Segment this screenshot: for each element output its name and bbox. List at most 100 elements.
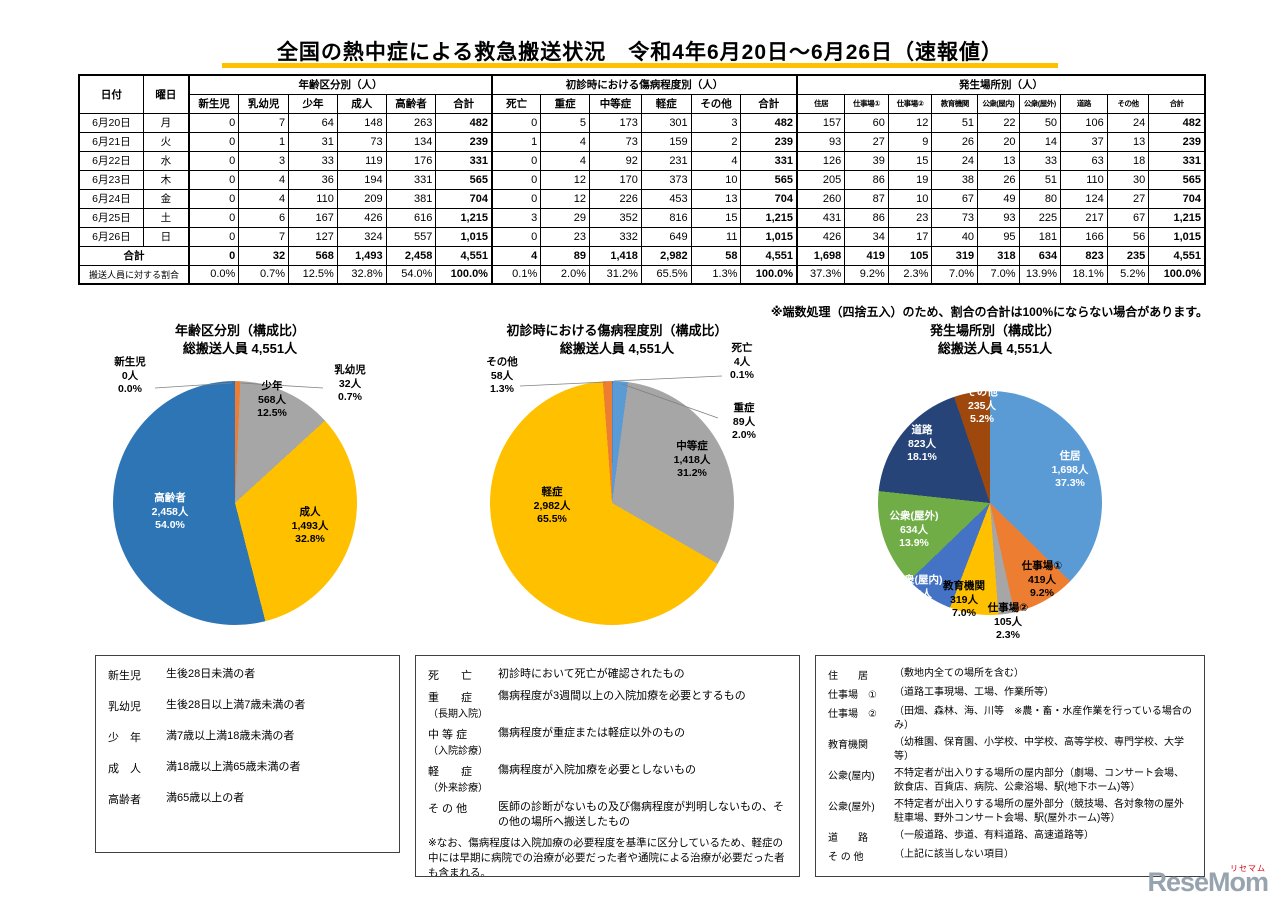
table-cell: 87 [844,188,889,209]
table-cell: 92 [589,150,642,171]
table-cell: 1,015 [740,226,798,247]
table-cell: 239 [740,131,798,152]
table-cell: 419 [844,245,889,266]
table-cell: 2.3% [887,264,933,285]
table-cell: 226 [589,188,642,209]
pie-slice-label: 少年 568人 12.5% [257,380,287,420]
table-cell: 13.9% [1018,264,1062,285]
table-cell: 5.2% [1106,264,1150,285]
table-cell: 634 [1018,245,1062,266]
table-cell: 205 [796,169,846,190]
header-date: 日付 [78,74,144,114]
table-cell: 0 [187,207,240,228]
table-cell: 352 [589,207,642,228]
table-cell: 209 [336,188,387,209]
table-cell: 木 [142,169,190,190]
chart-subtitle-line: 総搬送人員 4,551人 [559,340,675,356]
table-cell: 11 [690,226,742,247]
definition-row: 死 亡初診時において死亡が確認されたもの [428,668,685,682]
table-cell: 816 [640,207,692,228]
pie-slice-label: 住居 1,698人 37.3% [1051,450,1089,490]
table-cell: 土 [142,207,190,228]
column-header: 合計 [435,93,493,114]
table-row: 6月24日金 0 4 110 209 381 704 0 12 226 453 13 704 260 87 1… [78,188,1206,209]
pie-slice-label: 中等症 1,418人 31.2% [673,440,711,480]
table-cell: 167 [288,207,338,228]
table-cell: 1,215 [740,207,798,228]
definition-row: そ の 他医師の診断がないもの及び傷病程度が判明しないもの、その他の場所へ搬送し… [428,801,784,828]
table-cell: 100.0% [435,264,493,285]
table-cell: 0 [490,226,542,247]
table-cell: 14 [1018,131,1062,152]
table-cell: 3 [238,150,290,171]
table-cell: 134 [385,131,437,152]
table-cell: 100.0% [1148,264,1206,285]
table-cell: 181 [1018,226,1062,247]
table-cell: 月 [142,112,190,133]
table-cell: 0 [490,112,542,133]
definition-row: そ の 他（上記に該当しない項目） [828,849,1014,863]
table-cell: 73 [589,131,642,152]
pie-slice-label: 乳幼児 32人 0.7% [334,364,366,404]
table-cell: 331 [435,150,493,171]
table-cell: 4 [490,245,542,266]
title-underline [222,63,1058,68]
table-cell: 110 [288,188,338,209]
table-cell: 63 [1060,150,1108,171]
table-cell: 7 [238,226,290,247]
table-row: 6月23日木 0 4 36 194 331 565 0 12 170 373 10 565 205 86 19… [78,169,1206,190]
table-cell: 170 [589,169,642,190]
column-header: 成人 [336,93,387,114]
table-cell: 18 [1106,150,1150,171]
pie-slice-label: 公衆(屋外) 634人 13.9% [889,510,939,550]
table-cell: 6月24日 [78,188,144,209]
table-cell: 565 [435,169,493,190]
subheader-row: 新生児 乳幼児 少年 成人 高齢者 合計 死亡 重症 中等症 軽症 その他 合計 住居 仕事場① 仕事場② 教… [79,93,1206,114]
pie-slice-label: 成人 1,493人 32.8% [291,506,329,546]
table-cell: 65.5% [640,264,692,285]
table-cell: 1,493 [336,245,387,266]
resemom-logo: リセマム ReseMom [1147,864,1269,898]
table-cell: 1,698 [796,245,846,266]
table-cell: 24 [1106,112,1150,133]
table-cell: 86 [844,207,889,228]
chart-subtitle-line: 総搬送人員 4,551人 [182,340,298,356]
table-cell: 482 [740,112,798,133]
definition-box-age: 新生児 生後28日未満の者 乳幼児 生後28日以上満7歳未満の者少 年満7歳以上満18… [95,655,400,853]
table-cell: 381 [385,188,437,209]
table-cell: 1,015 [1148,226,1206,247]
table-cell: 9 [887,131,933,152]
column-header: 仕事場② [887,93,933,114]
table-cell: 12 [540,169,590,190]
group-header-row: 日付 曜日 年齢区分別（人） 初診時における傷病程度別（人） 発生場所別（人） [78,74,1206,114]
definition-row: 少 年満7歳以上満18歳未満の者 [108,730,295,744]
table-cell: 7 [238,112,290,133]
table-cell: 3 [690,112,742,133]
table-cell: 373 [640,169,692,190]
table-cell: 0 [187,150,240,171]
table-cell: 27 [844,131,889,152]
column-header: 死亡 [490,93,542,114]
table-cell: 6月22日 [78,150,144,171]
chart-title-line: 年齢区分別（構成比） [174,323,305,338]
table-cell: 426 [796,226,846,247]
pie-slice-label: 公衆(屋内) 318人 7.0% [893,574,943,614]
table-ratio-row: 搬送人員に対する割合 0.0% 0.7% 12.5% 32.8% 54.0% 100.0% 0… [78,264,1206,285]
chart-title-place: 発生場所別（構成比） 総搬送人員 4,551人 [830,322,1160,358]
definition-row: 仕事場 ① （道路工事現場、工場、作業所等） [828,687,1054,701]
table-cell: 4 [690,150,742,171]
column-header: 公衆(屋内) [977,93,1020,114]
table-cell: 37.3% [796,264,846,285]
table-cell: 合計 [78,245,190,266]
table-cell: 557 [385,226,437,247]
definition-row: 教育機関 （幼稚園、保育園、小学校、中学校、高等学校、専門学校、大学等） [828,737,1184,762]
table-cell: 4 [238,169,290,190]
table-cell: 9.2% [844,264,889,285]
definition-row: 軽 症（外来診療） 傷病程度が入院加療を必要としないもの [428,764,696,794]
table-row: 6月25日土 0 6 167 426 616 1,215 3 29 352 816 15 1,215 43… [78,207,1206,228]
table-cell: 1.3% [690,264,742,285]
table-cell: 93 [796,131,846,152]
table-cell: 2,458 [385,245,437,266]
column-header: 住居 [796,93,846,114]
